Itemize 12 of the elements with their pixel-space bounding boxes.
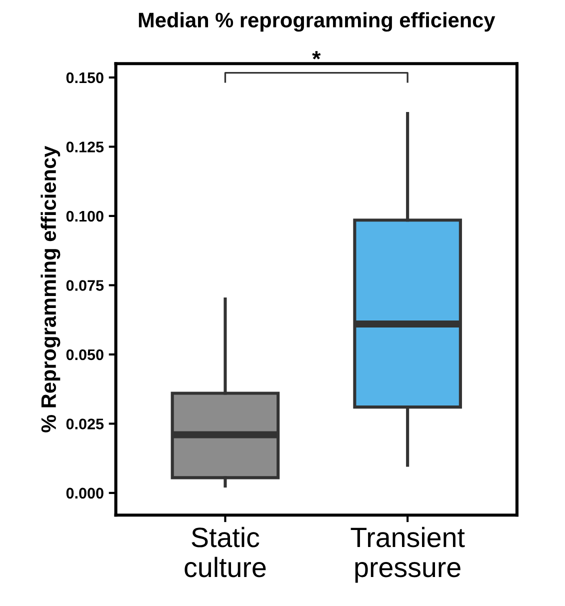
chart-title: Median % reprogramming efficiency xyxy=(138,12,496,32)
y-tick-label: 0.150 xyxy=(66,72,104,84)
y-tick-label: 0.050 xyxy=(66,349,104,360)
y-tick-label: 0.100 xyxy=(66,210,104,222)
y-axis-title: % Reprogramming efficiency xyxy=(40,146,60,432)
y-tick-label: 0.075 xyxy=(66,280,104,291)
y-tick-label: 0.025 xyxy=(66,418,104,430)
y-tick-label: 0.000 xyxy=(66,488,104,499)
y-tick-label: 0.125 xyxy=(66,142,104,152)
x-tick-label: Transient pressure xyxy=(350,526,465,583)
x-tick-label: Static culture xyxy=(184,526,266,578)
text: * xyxy=(312,51,321,60)
